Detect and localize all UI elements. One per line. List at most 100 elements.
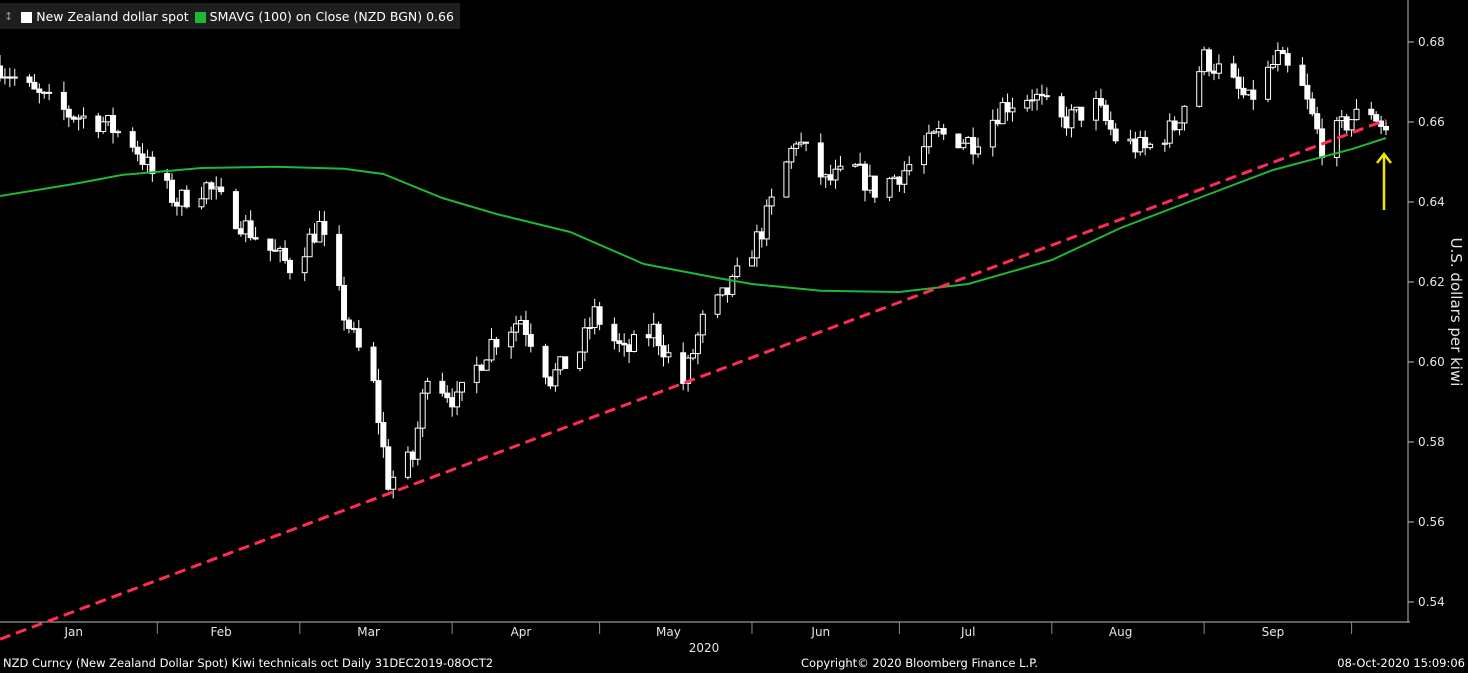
candle [41, 90, 48, 99]
candle [1210, 63, 1217, 81]
candle [129, 127, 136, 153]
candle [1245, 89, 1252, 96]
candle [100, 116, 107, 134]
pin-icon[interactable]: ↕ [4, 9, 14, 23]
candle [178, 188, 185, 216]
candle [1230, 55, 1237, 79]
candle [1196, 66, 1203, 108]
x-year-label: 2020 [689, 641, 720, 655]
candle [665, 344, 672, 364]
candle [517, 315, 524, 325]
candle [719, 287, 726, 297]
candle [1343, 113, 1350, 136]
candle [527, 323, 534, 353]
candle [1097, 88, 1104, 108]
candle [341, 276, 348, 331]
candle [237, 221, 244, 237]
candle [6, 67, 13, 88]
candle [213, 176, 220, 200]
candle [729, 274, 736, 298]
candle [1034, 88, 1041, 111]
candle [301, 247, 308, 282]
y-tick-label: 0.64 [1418, 195, 1445, 209]
candle [1112, 123, 1119, 144]
candle [591, 298, 598, 335]
candle [1240, 76, 1247, 99]
candle [31, 74, 38, 90]
candle [871, 175, 878, 203]
candle [242, 215, 249, 243]
candle [1314, 106, 1321, 135]
candle [247, 210, 254, 241]
candle [1, 68, 8, 85]
candle [734, 257, 741, 279]
y-tick-label: 0.66 [1418, 115, 1445, 129]
candle [955, 133, 962, 149]
candle [655, 321, 662, 356]
candle [999, 97, 1006, 125]
candle [562, 356, 569, 369]
candle [1161, 139, 1168, 152]
candle [0, 54, 3, 82]
candle [1043, 87, 1050, 101]
candle [321, 211, 328, 247]
candle [631, 330, 638, 353]
candle [173, 197, 180, 216]
candle [935, 120, 942, 138]
candle [444, 385, 451, 403]
legend-item-spot[interactable]: New Zealand dollar spot [21, 9, 189, 24]
legend-swatch-white [21, 11, 33, 23]
candle [1383, 119, 1389, 136]
candle [1063, 106, 1070, 136]
candle [70, 115, 77, 123]
candle [1215, 54, 1222, 80]
candle [542, 343, 549, 385]
candle [1265, 60, 1272, 103]
candle [798, 132, 805, 147]
candle [114, 129, 121, 138]
candle [586, 317, 593, 340]
axis-frame [0, 0, 1410, 623]
footer-left: NZD Curncy (New Zealand Dollar Spot) Kiw… [3, 656, 494, 670]
candle [891, 174, 898, 180]
candle [46, 84, 53, 101]
candle [198, 186, 205, 210]
candle [350, 321, 357, 333]
candle [1024, 94, 1031, 112]
candle [1166, 113, 1173, 148]
candle [724, 287, 731, 303]
y-axis-ticks: 0.54 0.56 0.58 0.60 0.62 0.64 0.66 0.68 [1408, 35, 1445, 609]
candle [1299, 56, 1306, 86]
candle [557, 355, 564, 375]
candle [788, 145, 795, 169]
candle [975, 137, 982, 158]
candle [11, 68, 18, 86]
legend-label-smavg: SMAVG (100) on Close (NZD BGN) 0.66 [209, 8, 454, 24]
x-tick-label: Aug [1109, 625, 1132, 639]
candle [139, 143, 146, 170]
y-tick-label: 0.58 [1418, 435, 1445, 449]
candle [1279, 46, 1286, 55]
candle [921, 135, 927, 174]
candle [1333, 116, 1340, 167]
candle [940, 123, 947, 141]
y-tick-label: 0.68 [1418, 35, 1445, 49]
y-tick-label: 0.56 [1418, 515, 1445, 529]
candle [621, 333, 628, 357]
candle [488, 328, 495, 363]
candle [439, 372, 446, 397]
candle [837, 155, 844, 172]
candle [930, 129, 937, 134]
candle [1206, 47, 1213, 77]
candle [660, 334, 667, 367]
x-tick-label: Sep [1262, 625, 1285, 639]
candle [390, 470, 397, 499]
legend-item-smavg[interactable]: SMAVG (100) on Close (NZD BGN) 0.66 [194, 8, 454, 24]
candle [459, 381, 465, 402]
x-tick-label: Jun [810, 625, 830, 639]
candle [277, 246, 284, 263]
candle [866, 164, 873, 194]
candle [105, 114, 112, 127]
sma-line [0, 137, 1387, 294]
